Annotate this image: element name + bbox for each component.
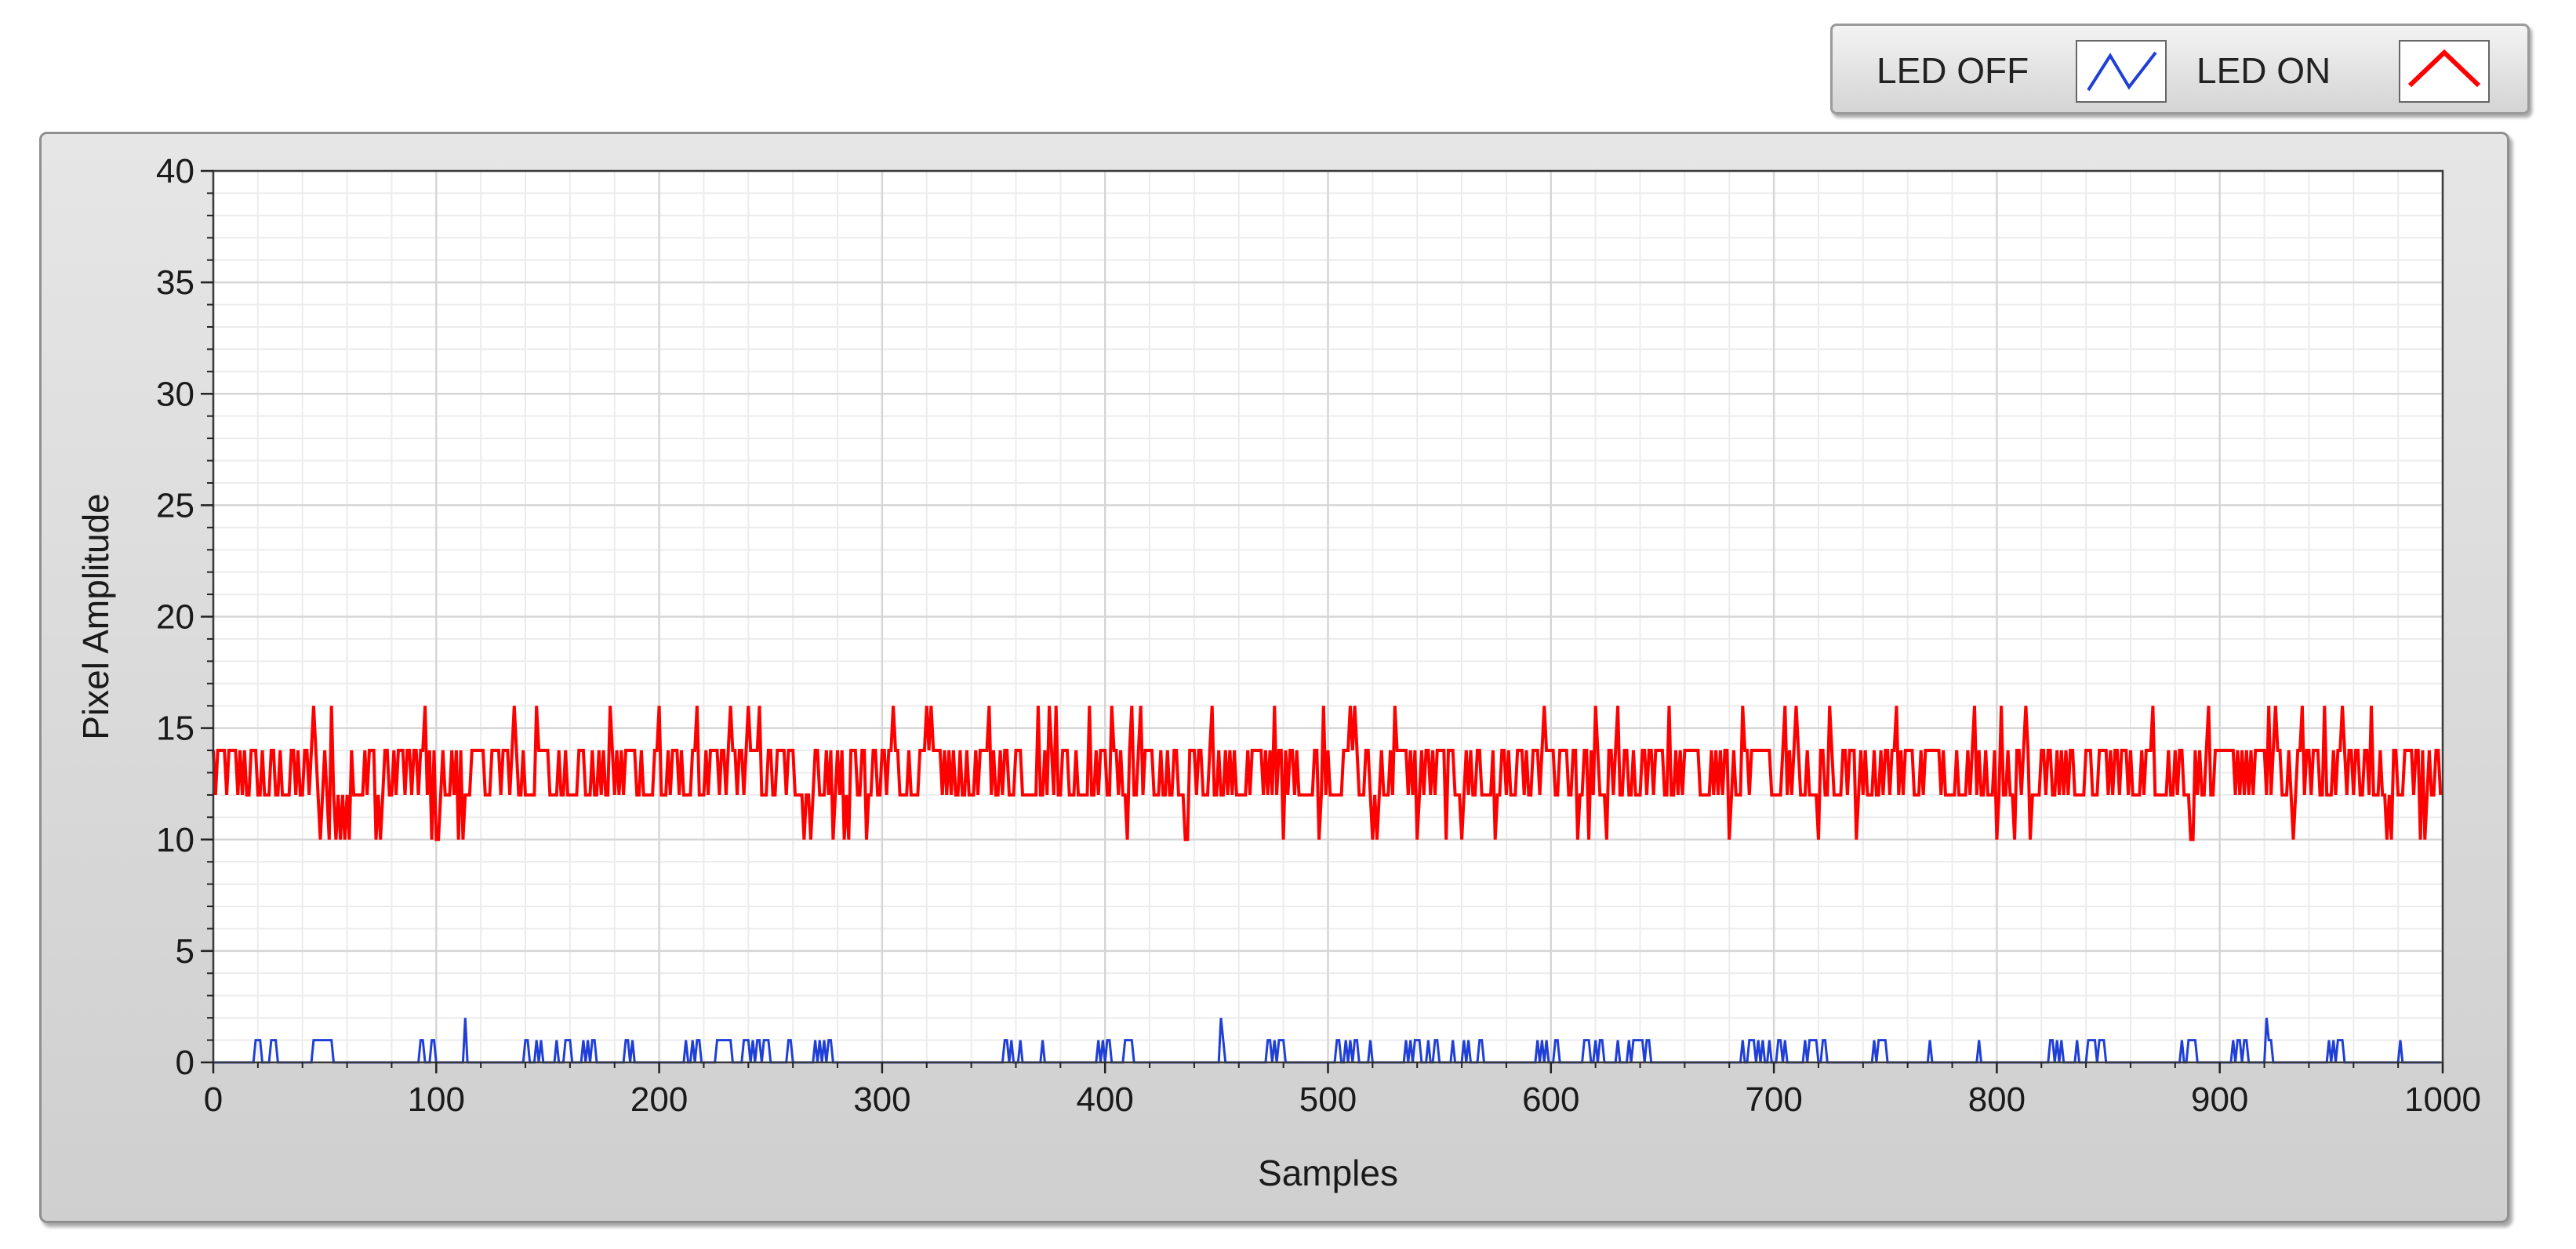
x-tick-label: 0	[204, 1080, 223, 1119]
x-tick-label: 300	[853, 1080, 910, 1119]
plot-legend[interactable]: LED OFF LED ON	[1830, 24, 2530, 114]
series-led-on-line	[212, 706, 2443, 841]
x-axis-label: Samples	[1258, 1153, 1398, 1193]
x-tick-label: 900	[2191, 1080, 2248, 1119]
y-tick-label: 20	[156, 598, 194, 637]
y-tick-label: 40	[156, 152, 194, 191]
legend-swatch-led-off[interactable]	[2076, 40, 2167, 103]
x-tick-label: 600	[1522, 1080, 1579, 1119]
y-tick-label: 35	[156, 263, 194, 302]
x-tick-label: 100	[408, 1080, 465, 1119]
x-tick-label: 1000	[2404, 1080, 2481, 1119]
axes	[201, 169, 2444, 1073]
x-tick-label: 700	[1745, 1080, 1802, 1119]
line-sample-icon	[2087, 51, 2157, 92]
tick-labels: 0 100 200 300 400 500 600 700 800 900 1000 0 5 10 15 20…	[156, 152, 2481, 1119]
legend-swatch-led-on[interactable]	[2399, 40, 2490, 103]
x-tick-label: 400	[1076, 1080, 1133, 1119]
x-tick-label: 500	[1299, 1080, 1357, 1119]
y-axis-label: Pixel Amplitude	[75, 493, 116, 740]
x-tick-label: 800	[1968, 1080, 2026, 1119]
legend-label-led-on: LED ON	[2196, 50, 2331, 91]
y-tick-label: 30	[156, 375, 194, 413]
x-tick-label: 200	[630, 1080, 688, 1119]
legend-label-led-off: LED OFF	[1877, 50, 2029, 91]
line-sample-icon	[2407, 49, 2481, 88]
y-tick-label: 0	[176, 1044, 194, 1082]
y-tick-label: 5	[176, 932, 194, 971]
y-tick-label: 25	[156, 486, 194, 525]
y-tick-label: 10	[156, 821, 194, 859]
y-tick-label: 15	[156, 710, 194, 748]
